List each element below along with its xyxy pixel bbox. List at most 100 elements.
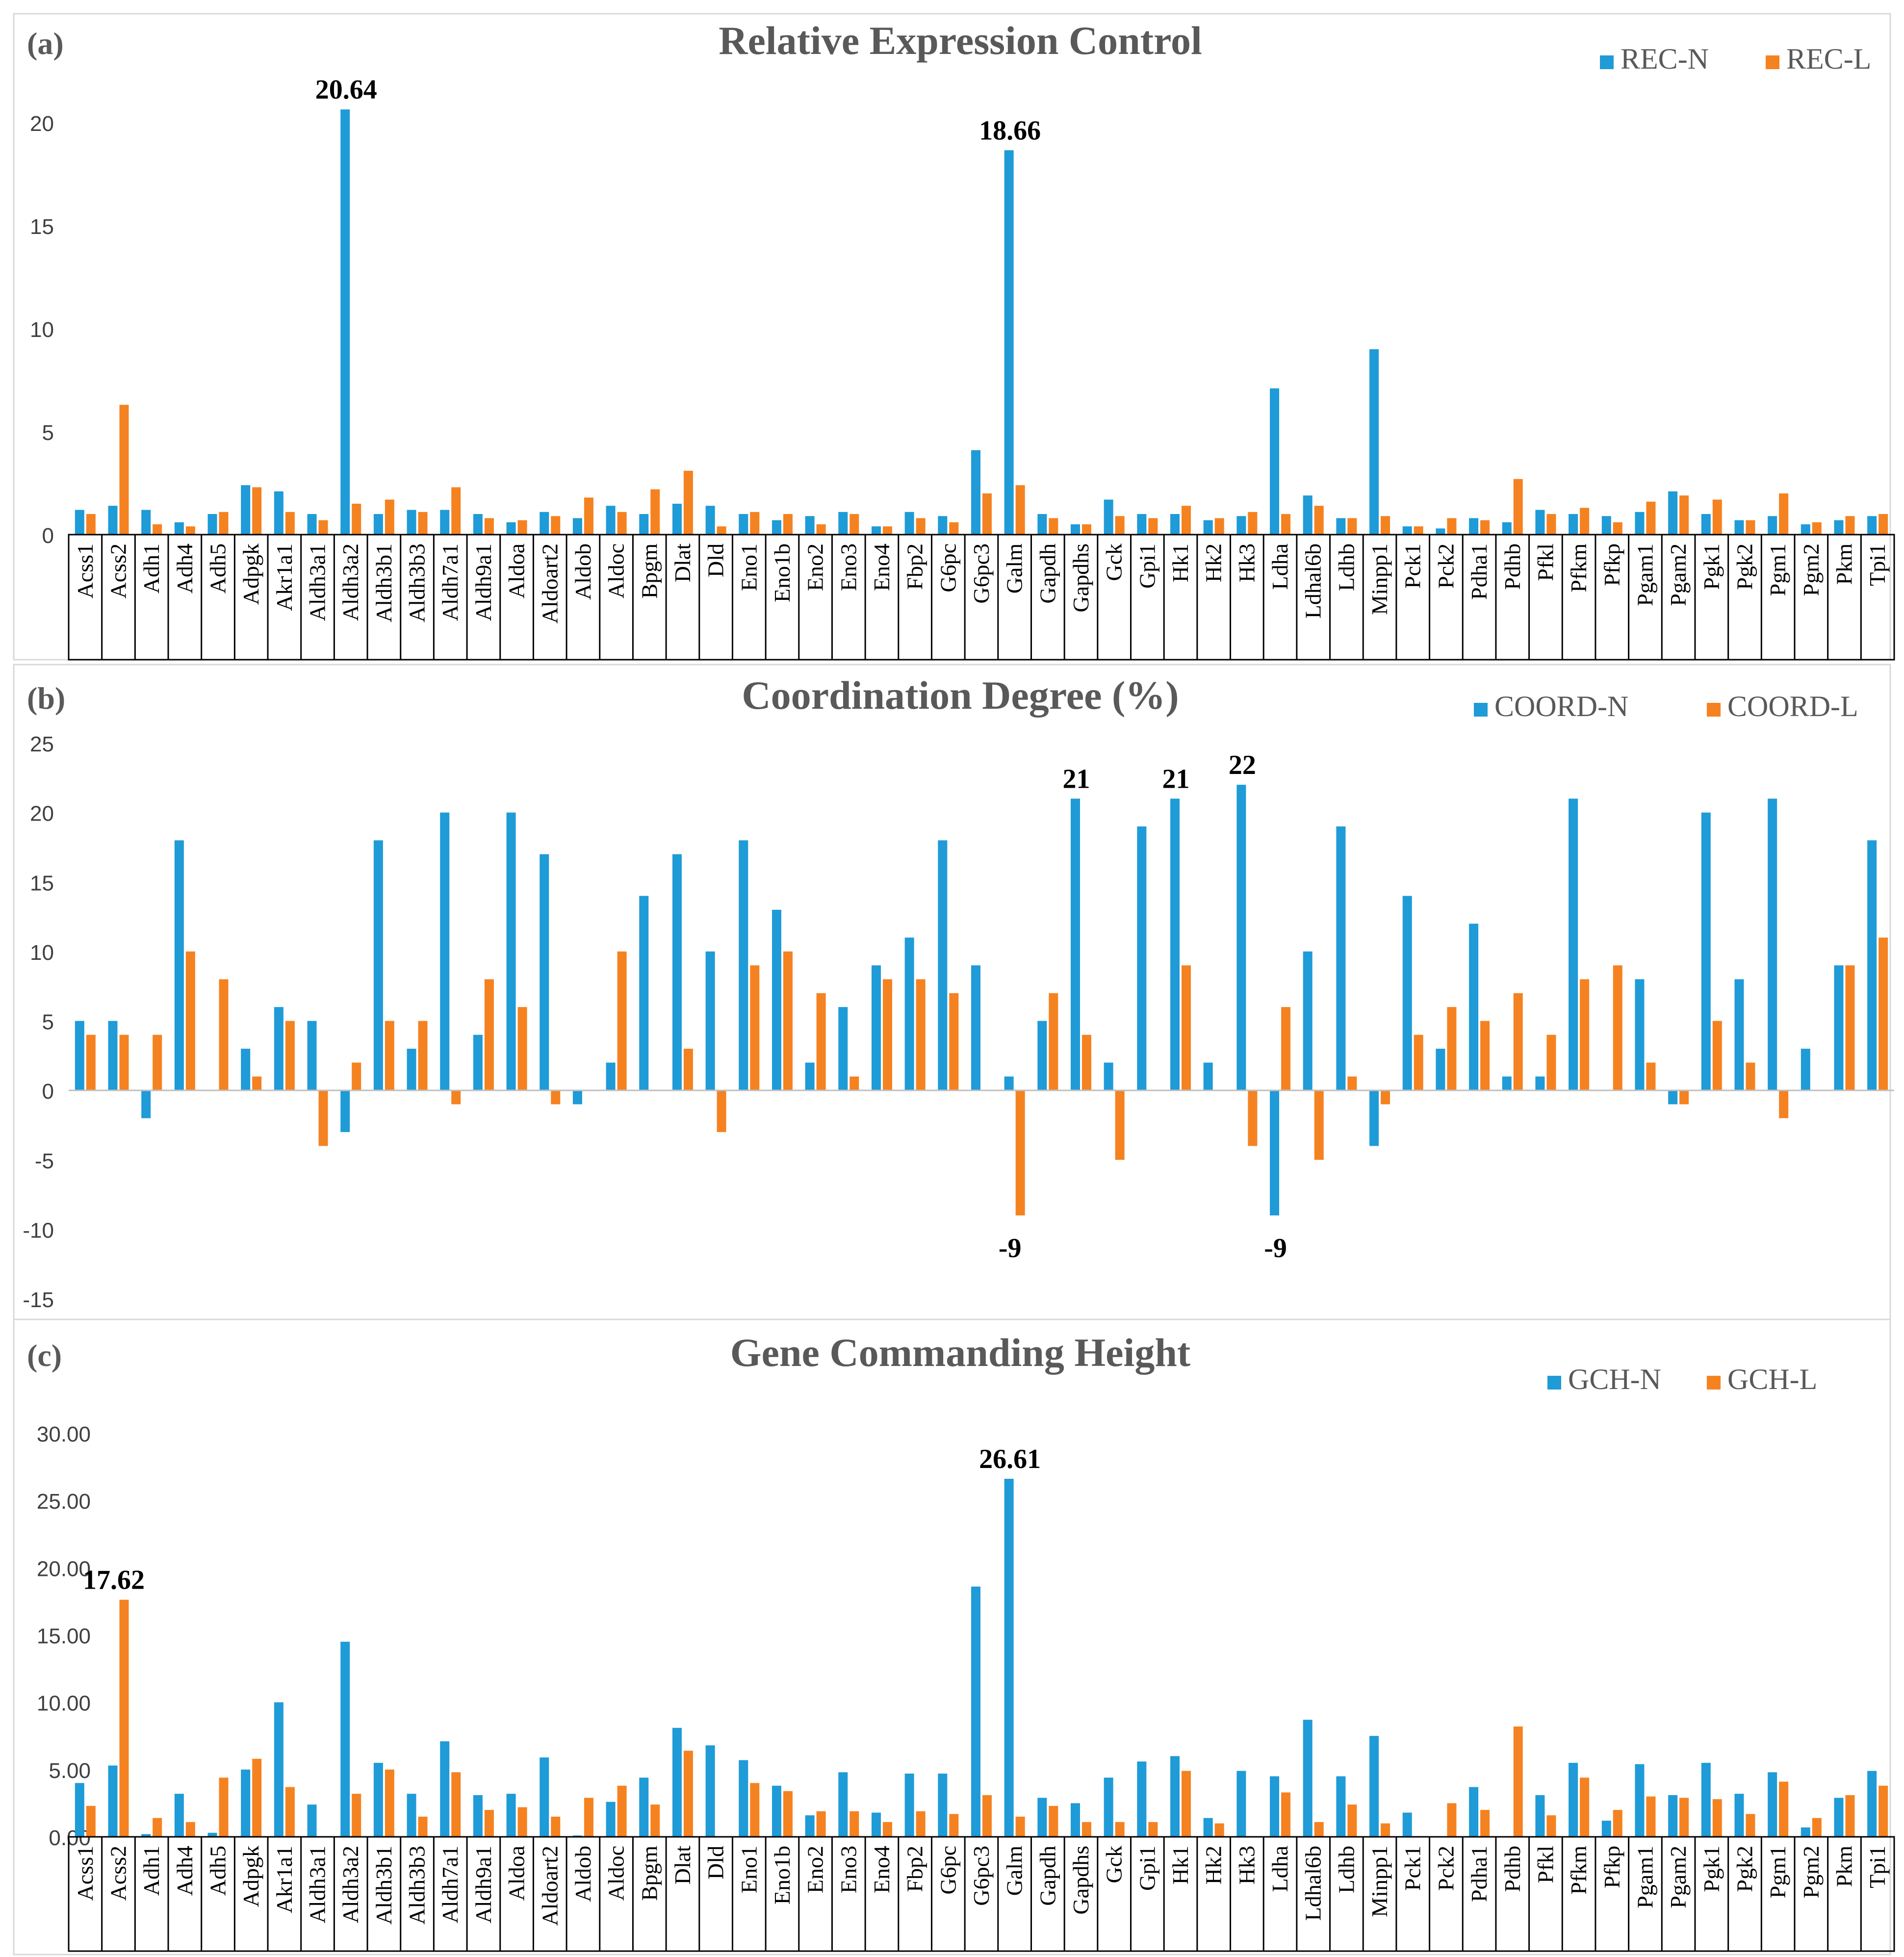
x-tick-label: Eno2	[803, 543, 828, 591]
x-tick-label: Hk1	[1168, 543, 1193, 582]
chart-title: Coordination Degree (%)	[742, 673, 1179, 718]
x-tick-label: Gck	[1102, 543, 1127, 581]
data-annotation: 21	[1063, 764, 1090, 794]
bar	[551, 1816, 561, 1837]
bar	[1801, 1827, 1810, 1837]
x-tick-label: Aldh3b3	[405, 543, 430, 622]
x-tick-label: Eno1b	[770, 1846, 795, 1905]
bar	[75, 1783, 84, 1837]
bar	[1679, 495, 1689, 535]
bar	[739, 1760, 748, 1837]
bar	[1402, 1812, 1412, 1837]
x-tick-label: Pfkp	[1599, 543, 1624, 586]
bar	[373, 1763, 383, 1837]
panel-frame	[13, 1318, 1891, 1956]
bar	[1746, 520, 1755, 535]
x-tick-label: Ldhal6b	[1301, 1846, 1326, 1921]
bar	[739, 514, 748, 535]
x-tick-label: Minpp1	[1367, 543, 1392, 615]
bar	[1834, 965, 1844, 1091]
bar	[1834, 1798, 1844, 1837]
bar	[783, 514, 793, 535]
x-tick-label: Pgk1	[1699, 1846, 1724, 1892]
category-table	[68, 1836, 1895, 1952]
bar	[683, 470, 693, 535]
bar	[1569, 514, 1578, 535]
bar	[252, 1758, 262, 1837]
x-tick-label: Adh1	[139, 1846, 164, 1896]
bar	[1513, 1726, 1523, 1837]
bar	[1236, 1771, 1246, 1837]
x-tick-label: Pgam2	[1666, 543, 1691, 606]
bar	[1182, 965, 1191, 1091]
legend-swatch	[1547, 1376, 1561, 1390]
x-tick-label: Pck2	[1433, 543, 1458, 589]
bar	[1336, 518, 1346, 535]
x-tick-label: Aldh3b1	[371, 1846, 396, 1925]
bar	[1878, 1785, 1888, 1837]
legend-swatch	[1600, 55, 1614, 69]
bar	[982, 1795, 992, 1837]
bar	[1447, 518, 1457, 535]
bar	[551, 1090, 561, 1105]
bar	[1668, 1090, 1678, 1105]
bar	[1768, 1772, 1777, 1837]
x-tick-label: Aldob	[570, 543, 595, 600]
x-tick-label: Pck2	[1433, 1846, 1458, 1891]
x-tick-label: Adh5	[206, 1846, 231, 1896]
bar	[838, 512, 848, 535]
bar	[916, 1811, 926, 1837]
bar	[1779, 1090, 1789, 1118]
bar	[141, 1090, 151, 1118]
bar	[1734, 1794, 1744, 1837]
x-tick-label: Pck1	[1400, 543, 1425, 589]
data-annotation: 17.62	[83, 1565, 145, 1596]
y-tick-label: -15	[23, 1288, 54, 1312]
bar	[816, 1811, 826, 1837]
legend-label: REC-N	[1621, 43, 1709, 75]
bar	[517, 520, 527, 535]
x-tick-label: Bpgm	[637, 1846, 662, 1901]
bar	[1436, 1049, 1445, 1091]
bar	[1182, 506, 1191, 535]
bar	[783, 951, 793, 1091]
panel-label: (b)	[27, 681, 65, 716]
bar	[1203, 1062, 1213, 1091]
x-tick-label: Adpgk	[238, 543, 263, 605]
x-tick-label: Aldh3a2	[338, 543, 363, 621]
bar	[1004, 1076, 1014, 1091]
bar	[484, 518, 494, 535]
bar	[1834, 520, 1844, 535]
bar	[904, 1774, 914, 1837]
bar	[174, 1794, 184, 1837]
bar	[584, 497, 593, 535]
bar	[385, 499, 394, 535]
x-tick-label: Gck	[1102, 1846, 1127, 1883]
bar	[418, 1021, 428, 1091]
bar	[750, 965, 760, 1091]
bar	[451, 1772, 461, 1837]
bar	[1480, 1021, 1490, 1091]
bar	[1281, 1007, 1291, 1091]
bar	[584, 1798, 593, 1837]
bar	[1369, 349, 1379, 535]
x-tick-label: Dld	[703, 1846, 728, 1880]
bar	[1369, 1090, 1379, 1146]
bar	[971, 1586, 980, 1837]
bar	[318, 520, 328, 535]
y-tick-label: 5	[42, 1010, 54, 1034]
bar	[307, 1021, 317, 1091]
x-tick-label: Pkm	[1831, 543, 1856, 585]
x-tick-label: Tpi1	[1865, 1846, 1890, 1888]
x-tick-label: Fbp2	[902, 543, 927, 590]
bar	[1679, 1798, 1689, 1837]
bar	[1712, 1799, 1722, 1837]
bar	[1236, 516, 1246, 535]
bar	[1569, 1763, 1578, 1837]
bar	[119, 1599, 129, 1837]
x-tick-label: Pfkl	[1533, 1846, 1558, 1883]
bar	[1314, 506, 1324, 535]
x-tick-label: Aldh9a1	[471, 543, 496, 621]
bar	[506, 1794, 516, 1837]
bar	[849, 514, 859, 535]
